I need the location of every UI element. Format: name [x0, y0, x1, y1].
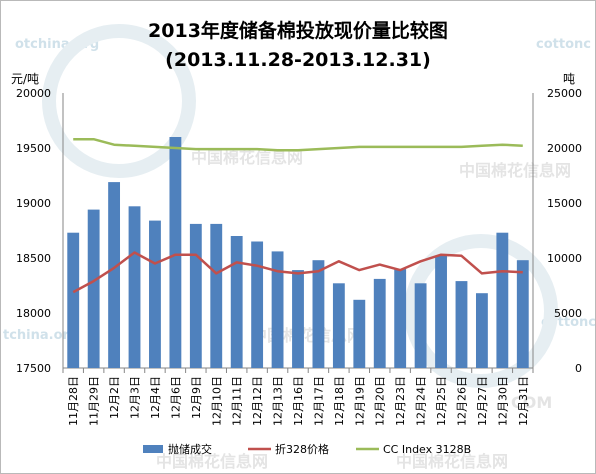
bar-19 [455, 281, 468, 368]
left-tick-label: 18000 [16, 307, 51, 320]
line-series-1 [73, 137, 523, 152]
watermark-text: 中国棉花信息网 [251, 326, 363, 345]
legend-label-price: 折328价格 [275, 442, 329, 456]
left-axis-title: 元/吨 [11, 72, 39, 86]
left-tick-label: 17500 [16, 362, 51, 375]
x-tick-label: 12月26日 [455, 376, 468, 426]
bar-0 [67, 232, 80, 368]
x-tick-label: 12月24日 [415, 376, 428, 426]
bar-4 [149, 220, 161, 368]
bar-5 [169, 137, 182, 368]
bar-15 [373, 278, 386, 368]
x-tick-label: 12月4日 [149, 376, 162, 419]
left-tick-label: 19000 [16, 197, 51, 210]
watermark-text: cottonc [536, 37, 591, 52]
right-tick-label: 5000 [554, 307, 582, 320]
x-tick-label: 12月11日 [231, 376, 244, 426]
x-tick-label: 12月19日 [353, 376, 366, 426]
chart-title: 2013年度储备棉投放现价量比较图 [148, 19, 448, 42]
x-tick-label: 12月23日 [394, 376, 407, 426]
x-axis-ticks [62, 368, 534, 373]
x-tick-label: 12月25日 [435, 376, 448, 426]
bar-1 [87, 209, 100, 368]
line-series [72, 137, 523, 294]
x-tick-label: 12月12日 [251, 376, 264, 426]
x-tick-label: 12月30日 [496, 376, 509, 426]
x-axis-labels: 11月28日 11月29日 12月2日 12月3日 12月4日 12月6日 12月9日 12月… [67, 376, 530, 426]
left-axis-ticks: 20000 19500 19000 18500 18000 17500 [16, 87, 51, 375]
x-tick-label: 12月10日 [210, 376, 223, 426]
bar-17 [414, 283, 427, 368]
bar-21 [496, 232, 509, 368]
bar-20 [475, 293, 488, 368]
bar-13 [332, 283, 345, 368]
x-tick-label: 12月31日 [517, 376, 530, 426]
bar-7 [210, 223, 223, 368]
x-tick-label: 12月27日 [476, 376, 489, 426]
right-tick-label: 20000 [547, 142, 582, 155]
legend: 抛储成交 折328价格 CC Index 3128B [143, 442, 471, 456]
right-axis-ticks: 25000 20000 15000 10000 5000 0 [547, 87, 582, 375]
x-tick-label: 12月6日 [169, 376, 182, 419]
right-tick-label: 0 [575, 362, 582, 375]
right-tick-label: 15000 [547, 197, 582, 210]
left-tick-label: 18500 [16, 252, 51, 265]
legend-swatch-bars [143, 445, 163, 453]
bar-14 [353, 299, 366, 368]
left-tick-label: 20000 [16, 87, 51, 100]
watermark-ring [42, 24, 196, 178]
bar-11 [292, 270, 304, 368]
right-tick-label: 25000 [547, 87, 582, 100]
watermark-text: 中国棉花信息网 [191, 148, 303, 167]
x-tick-label: 12月9日 [190, 376, 203, 419]
legend-label-index: CC Index 3128B [383, 443, 471, 456]
line-series-0 [72, 251, 523, 294]
bar-18 [435, 255, 447, 368]
watermark-text: COM [511, 393, 552, 412]
bar-16 [394, 269, 407, 368]
watermark-text: 中国棉花信息网 [459, 161, 571, 180]
bar-2 [108, 182, 121, 368]
x-tick-label: 12月17日 [312, 376, 325, 426]
x-tick-label: 12月16日 [292, 376, 305, 426]
watermark-text: tchina.org [3, 328, 78, 343]
left-tick-label: 19500 [16, 142, 51, 155]
bar-22 [516, 260, 529, 368]
chart-subtitle: (2013.11.28-2013.12.31) [165, 49, 431, 71]
x-tick-label: 12月3日 [129, 376, 142, 419]
watermark-text: 中国棉花信息网 [396, 452, 508, 471]
x-tick-label: 12月18日 [333, 376, 346, 426]
bar-9 [251, 241, 264, 368]
bar-series [67, 137, 529, 368]
bar-6 [189, 223, 202, 368]
x-tick-label: 11月28日 [67, 376, 80, 426]
x-tick-label: 12月2日 [108, 376, 121, 419]
right-axis-title: 吨 [563, 72, 575, 86]
bar-8 [230, 236, 243, 368]
right-tick-label: 10000 [547, 252, 582, 265]
watermark-text: 中国棉花信息网 [156, 452, 268, 471]
x-tick-label: 12月20日 [374, 376, 387, 426]
bar-3 [128, 206, 141, 368]
x-tick-label: 12月13日 [272, 376, 285, 426]
x-tick-label: 11月29日 [88, 376, 101, 426]
bar-12 [312, 260, 325, 368]
legend-label-bars: 抛储成交 [168, 442, 212, 456]
bar-10 [271, 251, 284, 368]
watermark-ring [404, 234, 558, 388]
